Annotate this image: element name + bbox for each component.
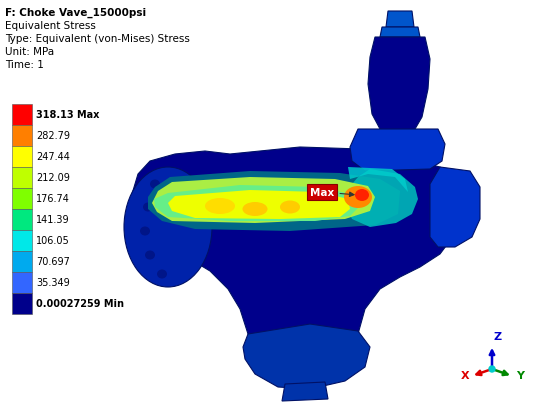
- Polygon shape: [243, 324, 370, 389]
- Text: Equivalent Stress: Equivalent Stress: [5, 21, 96, 31]
- Polygon shape: [350, 130, 445, 171]
- Polygon shape: [168, 190, 350, 219]
- Polygon shape: [430, 168, 480, 247]
- Text: Type: Equivalent (von-Mises) Stress: Type: Equivalent (von-Mises) Stress: [5, 34, 190, 44]
- Bar: [12, 252, 32, 272]
- Polygon shape: [152, 178, 375, 223]
- Bar: [12, 189, 32, 209]
- Text: F: Choke Vave_15000psi: F: Choke Vave_15000psi: [5, 8, 146, 18]
- Text: 106.05: 106.05: [36, 236, 70, 246]
- Text: 212.09: 212.09: [36, 173, 70, 183]
- Text: X: X: [461, 370, 470, 380]
- Polygon shape: [282, 382, 328, 401]
- Bar: [12, 126, 32, 147]
- Bar: [12, 230, 32, 252]
- Bar: [12, 147, 32, 168]
- Text: 176.74: 176.74: [36, 194, 70, 204]
- Ellipse shape: [157, 270, 167, 279]
- Ellipse shape: [124, 168, 212, 287]
- Circle shape: [489, 366, 495, 372]
- Bar: [12, 209, 32, 230]
- Text: 318.13 Max: 318.13 Max: [36, 110, 100, 120]
- Ellipse shape: [205, 199, 235, 214]
- Polygon shape: [386, 12, 414, 28]
- Text: Unit: MPa: Unit: MPa: [5, 47, 54, 57]
- Ellipse shape: [140, 227, 150, 236]
- Polygon shape: [368, 38, 430, 135]
- Text: 247.44: 247.44: [36, 152, 70, 162]
- Text: 141.39: 141.39: [36, 215, 70, 225]
- Text: 282.79: 282.79: [36, 131, 70, 141]
- Polygon shape: [380, 28, 420, 38]
- Ellipse shape: [143, 203, 153, 212]
- Polygon shape: [148, 171, 400, 231]
- Polygon shape: [345, 170, 418, 228]
- Ellipse shape: [280, 201, 300, 214]
- Ellipse shape: [145, 251, 155, 260]
- Text: 35.349: 35.349: [36, 278, 70, 288]
- Polygon shape: [132, 147, 462, 373]
- Polygon shape: [348, 168, 408, 192]
- Text: Y: Y: [516, 370, 524, 380]
- Text: Time: 1: Time: 1: [5, 60, 44, 70]
- Text: 70.697: 70.697: [36, 257, 70, 267]
- Bar: [12, 293, 32, 314]
- Ellipse shape: [150, 180, 160, 189]
- Text: Z: Z: [494, 331, 502, 341]
- Ellipse shape: [344, 187, 372, 209]
- Bar: [12, 168, 32, 189]
- Text: 0.00027259 Min: 0.00027259 Min: [36, 299, 124, 309]
- Bar: [12, 105, 32, 126]
- Ellipse shape: [243, 202, 267, 216]
- Polygon shape: [154, 185, 360, 221]
- Ellipse shape: [355, 190, 369, 202]
- Text: Max: Max: [310, 188, 354, 197]
- Bar: [12, 272, 32, 293]
